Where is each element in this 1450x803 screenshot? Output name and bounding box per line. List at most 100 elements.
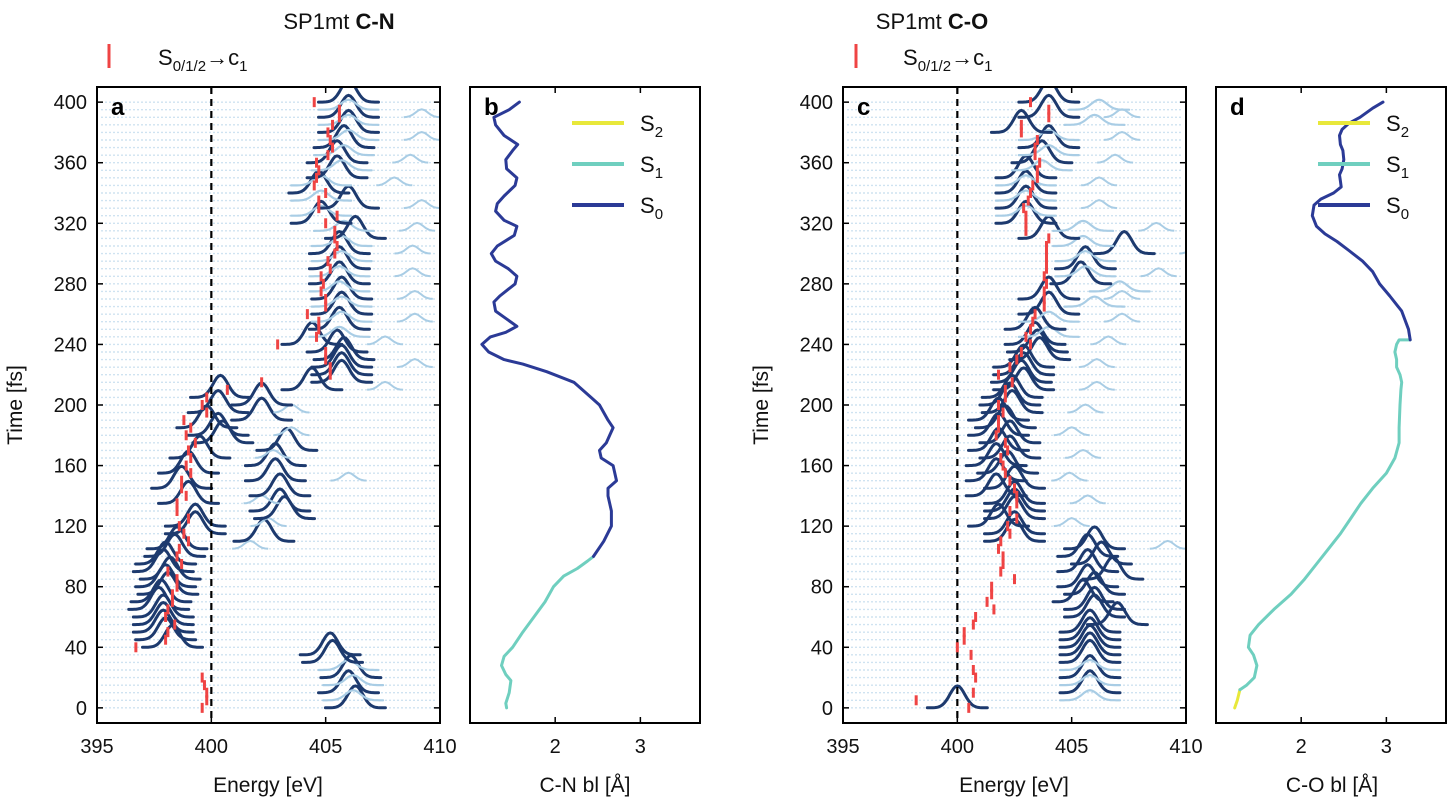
spectrum-peak xyxy=(394,267,431,278)
spectrum-peak xyxy=(243,442,307,468)
spectrum-peak xyxy=(396,289,433,300)
bond-length-line-s1 xyxy=(1238,338,1412,692)
spectrum-peak xyxy=(1149,539,1186,550)
spectrum-peak xyxy=(1010,159,1073,172)
spectrum-peak xyxy=(232,539,269,550)
spectrum-peak xyxy=(317,87,380,104)
spectrum-peak xyxy=(983,510,1046,536)
spectrum-peak xyxy=(250,517,287,528)
x-tick-label-d: 2 xyxy=(1296,736,1307,758)
x-tick-label-b: 2 xyxy=(550,736,561,758)
legend-label-main: S xyxy=(640,111,655,136)
y-tick-label-c: 280 xyxy=(800,274,833,296)
spectrum-peak xyxy=(1138,221,1175,232)
x-tick-label-c: 410 xyxy=(1169,736,1202,758)
spectrum-peak xyxy=(983,479,1046,505)
spectrum-peak xyxy=(980,373,1044,399)
spectrum-peak xyxy=(308,265,371,278)
spectrum-peak xyxy=(230,396,294,422)
title-left: SP1mt C-N xyxy=(283,9,394,34)
spectrum-peak xyxy=(248,487,312,513)
spectrum-peak xyxy=(131,601,195,627)
spectrum-peak xyxy=(994,174,1057,187)
spectrum-peak xyxy=(1085,601,1149,627)
legend-label: S2 xyxy=(1386,111,1409,141)
spectrum-peak xyxy=(994,169,1058,195)
spectrum-peak xyxy=(1058,673,1122,687)
spectrum-peak xyxy=(310,159,373,172)
spectrum-peak xyxy=(367,335,404,346)
spectrum-peak xyxy=(1010,139,1074,165)
spectrum-peak xyxy=(127,585,191,611)
x-tick-label-a: 410 xyxy=(423,736,456,758)
bond-length-line-s0 xyxy=(480,100,618,558)
spectrum-peak xyxy=(394,244,431,255)
spectrum-peak xyxy=(403,199,440,210)
spectrum-peak xyxy=(312,143,376,157)
spectrum-peak xyxy=(163,502,227,528)
spectrum-peak xyxy=(1005,328,1069,354)
legend-label: S1 xyxy=(1386,152,1409,182)
spectrum-peak xyxy=(168,434,232,460)
spectrum-peak xyxy=(317,669,380,695)
spectrum-peak xyxy=(1051,471,1088,482)
spectrum-peak xyxy=(980,389,1044,415)
spectrum-peak xyxy=(994,184,1058,210)
spectrum-peak xyxy=(1058,616,1122,642)
spectrum-peak xyxy=(1103,130,1141,141)
spectrum-peak xyxy=(1017,275,1081,301)
spectrum-peak xyxy=(978,434,1042,460)
spectrum-peak xyxy=(317,113,380,126)
plot-frame-d xyxy=(1215,86,1447,724)
spectrum-peak xyxy=(1058,654,1122,680)
spectrum-peak xyxy=(1052,219,1115,232)
y-tick-label-a: 280 xyxy=(54,274,87,296)
spectrum-peak xyxy=(978,419,1042,445)
spectrum-peak xyxy=(310,358,374,384)
spectrum-peak xyxy=(163,510,227,536)
panel-label-c: c xyxy=(857,94,870,121)
y-tick-label-a: 360 xyxy=(54,153,87,175)
spectrum-peak xyxy=(1088,280,1151,293)
spectrum-peak xyxy=(1078,380,1115,391)
panel-label-d: d xyxy=(1230,94,1245,121)
spectrum-peak xyxy=(403,108,440,119)
spectrum-peak xyxy=(983,495,1046,521)
spectrum-peak xyxy=(243,457,307,483)
y-tick-label-c: 200 xyxy=(800,395,833,417)
spectrum-peak xyxy=(323,684,387,710)
y-tick-label-a: 80 xyxy=(65,577,87,599)
x-axis-label-a: Energy [eV] xyxy=(213,774,323,797)
legend-label: S0 xyxy=(1386,193,1409,223)
bond-length-line-s1 xyxy=(500,554,595,710)
spectrum-peak xyxy=(310,351,374,377)
spectrum-peak xyxy=(1081,176,1118,187)
panel-a-spectra: 395 400 405 410 0 40 80 120 160 200 240 280 320 360 40… xyxy=(54,86,457,758)
spectrum-peak xyxy=(1049,260,1113,286)
spectrum-peak xyxy=(1058,608,1122,634)
spectrum-peak xyxy=(994,199,1058,225)
x-tick-label-c: 395 xyxy=(826,736,859,758)
legend-label: S2 xyxy=(640,111,663,141)
y-tick-label-c: 80 xyxy=(811,577,833,599)
spectrum-peak xyxy=(305,328,369,354)
y-tick-label-c: 360 xyxy=(800,153,833,175)
spectrum-peak xyxy=(308,325,371,338)
spectrum-peak xyxy=(1056,563,1120,589)
spectrum-peak xyxy=(1058,638,1122,664)
spectrum-peak xyxy=(310,249,373,263)
spectrum-peak xyxy=(925,684,989,710)
legend-marker-label: S0/1/2→c1 xyxy=(158,45,247,75)
legend-marker-label: S0/1/2→c1 xyxy=(903,45,992,75)
y-tick-label-a: 400 xyxy=(54,92,87,114)
spectrum-peak xyxy=(248,472,312,498)
x-axis-label-d: C-O bl [Å] xyxy=(1286,774,1378,797)
legend-label: S1 xyxy=(640,152,663,182)
y-tick-label-a: 0 xyxy=(76,698,87,720)
spectrum-peak xyxy=(191,419,255,445)
legend-label-main: S xyxy=(1386,111,1401,136)
spectrum-peak xyxy=(396,358,433,369)
y-tick-label-a: 320 xyxy=(54,213,87,235)
